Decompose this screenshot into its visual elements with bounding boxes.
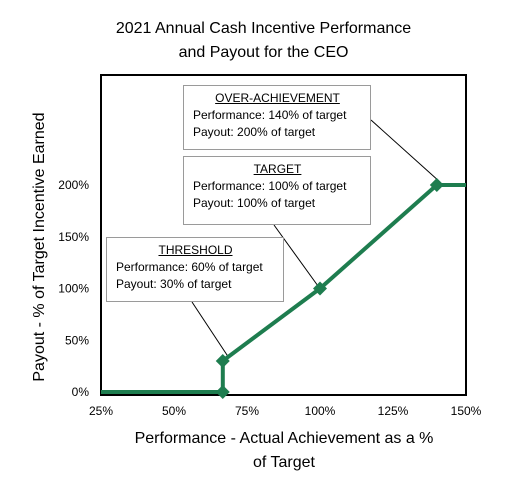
callout-target: TARGET Performance: 100% of target Payou… — [183, 156, 371, 225]
x-axis-label-line-2: of Target — [253, 454, 315, 471]
callout-target-performance: Performance: 100% of target — [193, 179, 347, 193]
callout-threshold-payout: Payout: 30% of target — [116, 277, 232, 291]
data-point-marker — [215, 385, 230, 399]
y-tick-label: 50% — [65, 333, 89, 347]
callout-over-achievement: OVER-ACHIEVEMENT Performance: 140% of ta… — [183, 85, 371, 150]
callout-over-heading: OVER-ACHIEVEMENT — [215, 91, 340, 105]
callout-target-payout: Payout: 100% of target — [193, 196, 316, 210]
callout-threshold-performance: Performance: 60% of target — [116, 260, 263, 274]
x-tick-label: 50% — [162, 404, 186, 418]
x-tick-label: 75% — [235, 404, 259, 418]
y-tick-label: 100% — [58, 282, 89, 296]
data-point-marker — [313, 281, 327, 296]
callout-leader-target — [273, 224, 319, 287]
callout-threshold: THRESHOLD Performance: 60% of target Pay… — [106, 237, 284, 302]
chart-title-line-1: 2021 Annual Cash Incentive Performance — [115, 20, 412, 37]
callout-leader-threshold — [191, 301, 230, 359]
callout-over-payout: Payout: 200% of target — [193, 125, 316, 139]
y-tick-label: 200% — [58, 178, 89, 192]
y-tick-label: 0% — [72, 385, 90, 399]
plot-frame — [100, 74, 467, 396]
x-tick-label: 125% — [378, 404, 409, 418]
x-tick-label: 25% — [89, 404, 113, 418]
y-axis-label: Payout - % of Target Incentive Earned — [31, 112, 48, 382]
callout-threshold-heading: THRESHOLD — [158, 243, 233, 257]
x-tick-label: 150% — [451, 404, 482, 418]
callout-leader-over — [370, 119, 441, 183]
chart-title-line-2: and Payout for the CEO — [178, 44, 349, 61]
x-tick-label: 100% — [305, 404, 336, 418]
data-point-marker — [429, 178, 444, 192]
callout-target-heading: TARGET — [253, 162, 302, 176]
x-axis-label-line-1: Performance - Actual Achievement as a % — [134, 430, 434, 447]
y-tick-label: 150% — [58, 230, 89, 244]
callout-over-performance: Performance: 140% of target — [193, 108, 347, 122]
data-point-marker — [215, 353, 230, 368]
